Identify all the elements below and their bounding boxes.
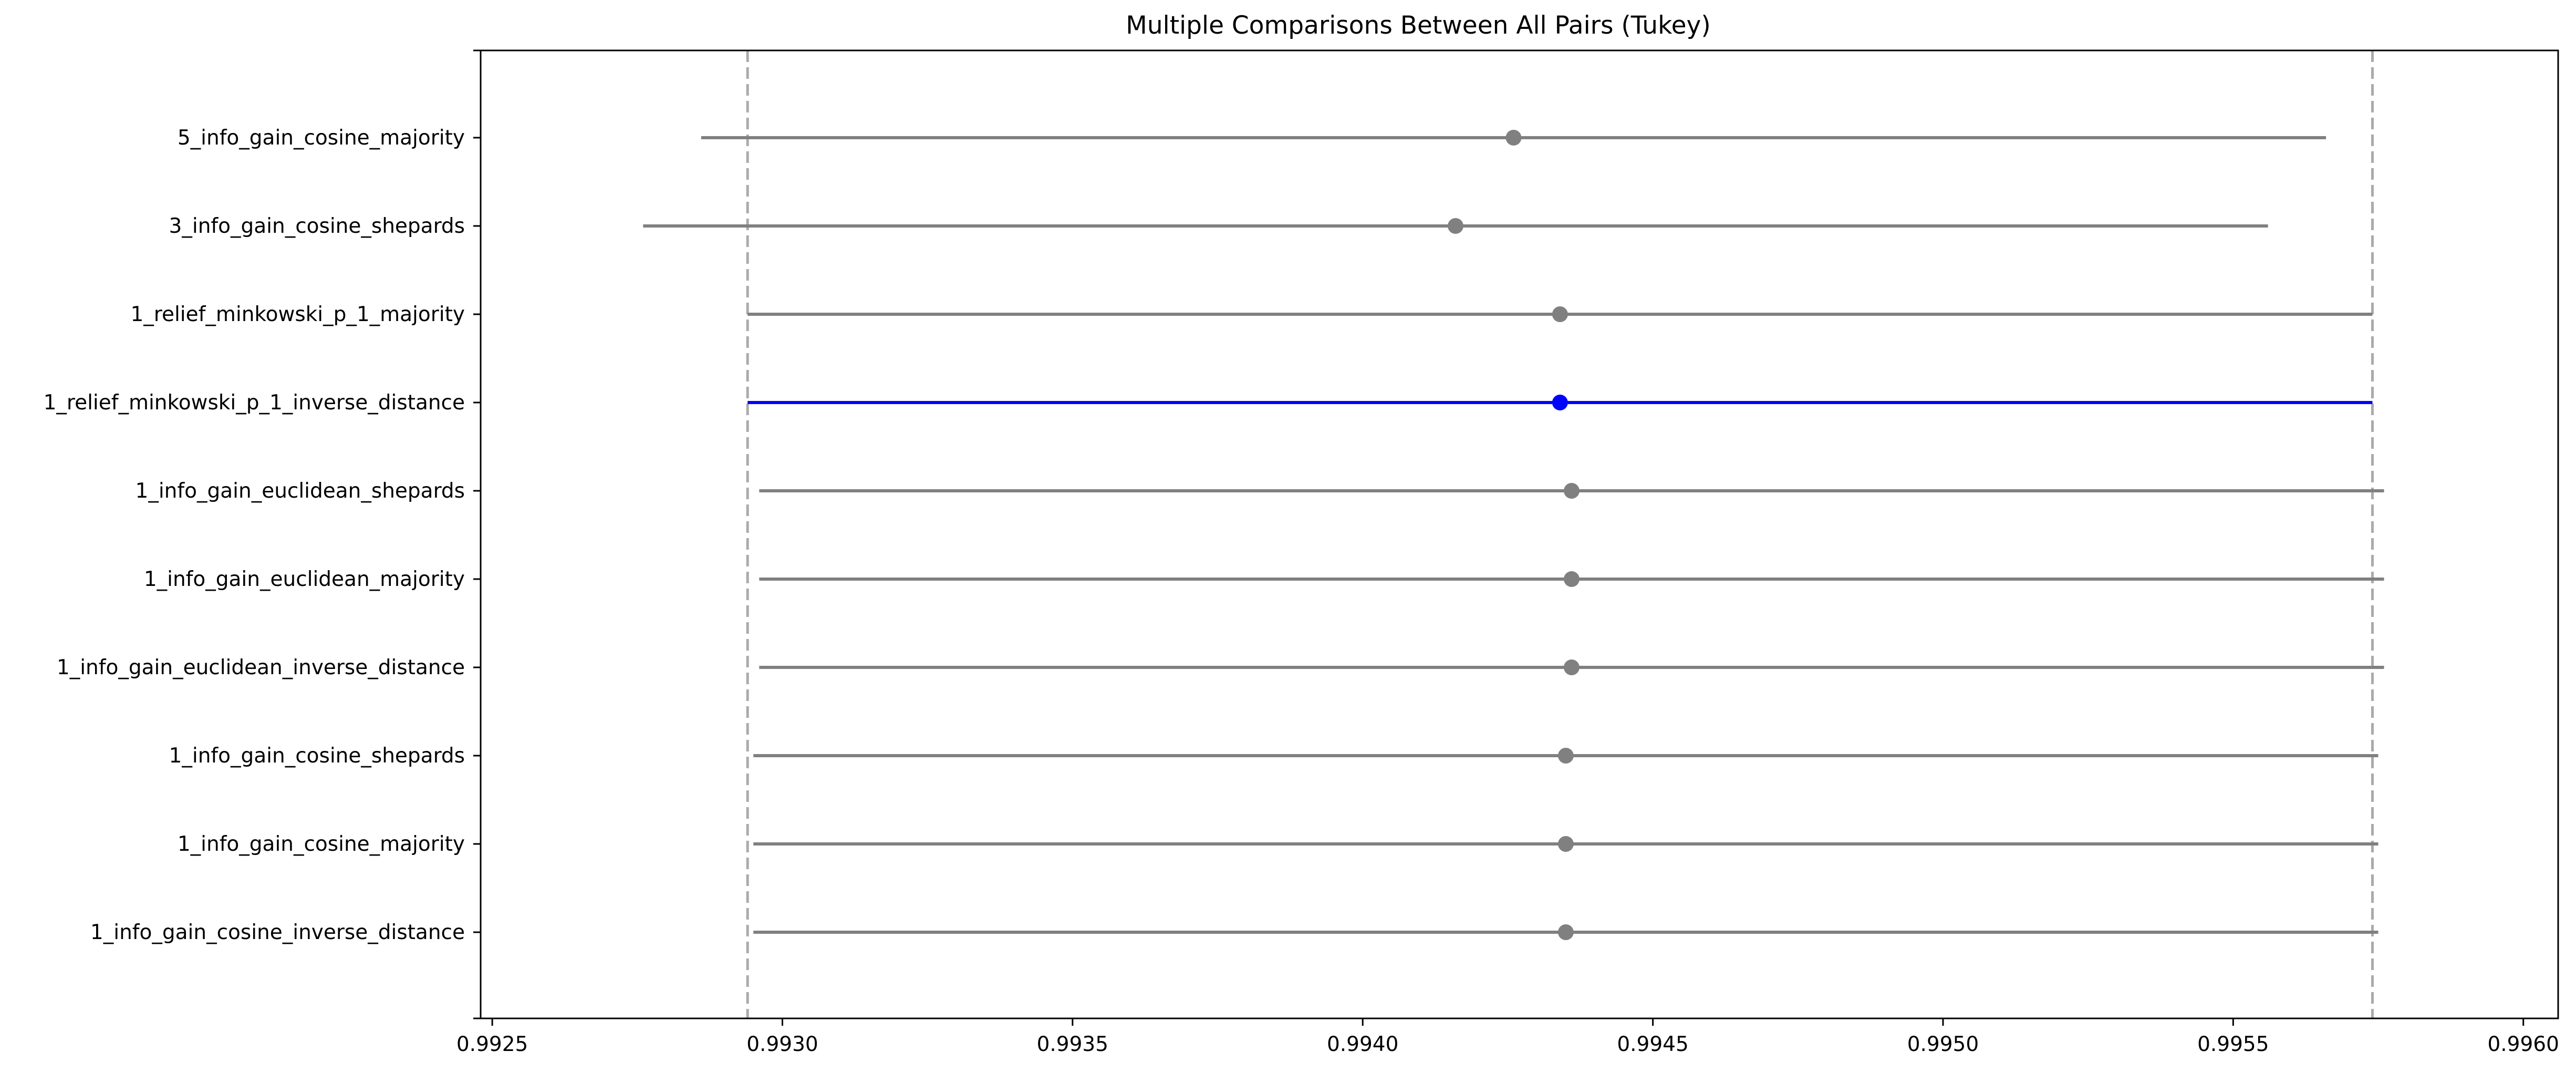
x-tick-label: 0.9945: [1617, 1033, 1688, 1056]
mean-point: [1552, 395, 1568, 410]
y-tick-label: 1_info_gain_cosine_shepards: [169, 744, 465, 768]
mean-point: [1563, 483, 1580, 499]
x-tick-label: 0.9960: [2487, 1033, 2559, 1056]
mean-point: [1557, 924, 1574, 940]
mean-point: [1557, 836, 1574, 852]
y-tick-label: 5_info_gain_cosine_majority: [178, 126, 465, 150]
mean-point: [1447, 218, 1463, 234]
mean-point: [1563, 571, 1580, 587]
chart-title: Multiple Comparisons Between All Pairs (…: [1126, 11, 1710, 40]
x-tick-label: 0.9940: [1327, 1033, 1398, 1056]
y-tick-label: 3_info_gain_cosine_shepards: [169, 214, 465, 238]
mean-point: [1557, 748, 1574, 764]
mean-point: [1552, 306, 1568, 322]
y-tick-label: 1_relief_minkowski_p_1_majority: [130, 303, 465, 326]
y-tick-label: 1_info_gain_cosine_majority: [178, 832, 465, 856]
x-tick-label: 0.9925: [456, 1033, 528, 1056]
axes-frame: [480, 49, 2559, 1019]
y-tick-label: 1_info_gain_cosine_inverse_distance: [90, 921, 465, 944]
y-tick-label: 1_info_gain_euclidean_majority: [144, 568, 465, 591]
mean-point: [1563, 659, 1580, 675]
x-tick-label: 0.9950: [1907, 1033, 1979, 1056]
y-tick-label: 1_relief_minkowski_p_1_inverse_distance: [44, 391, 465, 415]
x-tick-label: 0.9955: [2197, 1033, 2269, 1056]
mean-point: [1505, 130, 1522, 146]
y-tick-label: 1_info_gain_euclidean_shepards: [136, 479, 465, 503]
plot-area: 0.9925 0.9930 0.9935 0.9940 0.9945 0.9950 0.99…: [44, 49, 2559, 1056]
x-tick-label: 0.9930: [746, 1033, 818, 1056]
y-tick-label: 1_info_gain_euclidean_inverse_distance: [57, 656, 465, 679]
x-tick-label: 0.9935: [1037, 1033, 1108, 1056]
